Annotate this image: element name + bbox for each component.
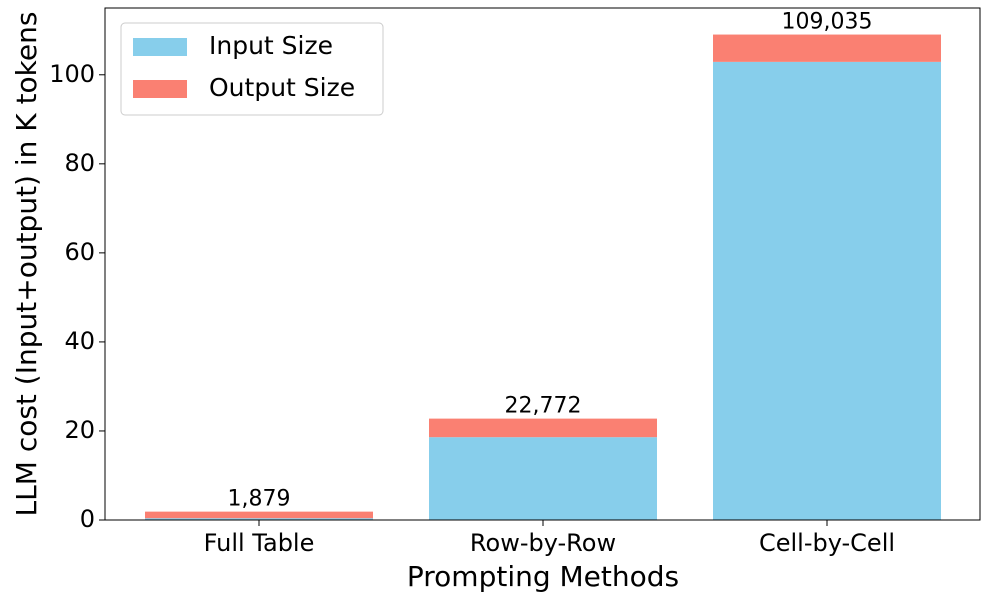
bar-segment [145, 518, 373, 520]
x-axis-label: Prompting Methods [407, 560, 679, 593]
legend-swatch [133, 38, 187, 56]
bar-segment [429, 437, 657, 520]
y-axis-label: LLM cost (Input+output) in K tokens [10, 12, 43, 517]
bar-segment [713, 34, 941, 62]
total-label: 22,772 [505, 394, 582, 419]
x-tick-label: Cell-by-Cell [759, 529, 895, 557]
bar-segment [429, 418, 657, 438]
total-label: 109,035 [782, 10, 873, 35]
y-tick-label: 80 [64, 149, 95, 177]
bar-segment [713, 61, 941, 520]
y-tick-label: 20 [64, 416, 95, 444]
legend-label: Input Size [209, 31, 333, 60]
bar-segment [145, 511, 373, 519]
legend-swatch [133, 80, 187, 98]
plot-frame [104, 7, 981, 521]
x-tick-label: Row-by-Row [470, 529, 616, 557]
y-tick-label: 60 [64, 238, 95, 266]
y-tick-label: 40 [64, 327, 95, 355]
y-tick-label: 100 [49, 60, 95, 88]
y-tick-label: 0 [80, 505, 95, 533]
x-tick-label: Full Table [204, 529, 315, 557]
total-label: 1,879 [228, 487, 291, 512]
legend-label: Output Size [209, 73, 355, 102]
